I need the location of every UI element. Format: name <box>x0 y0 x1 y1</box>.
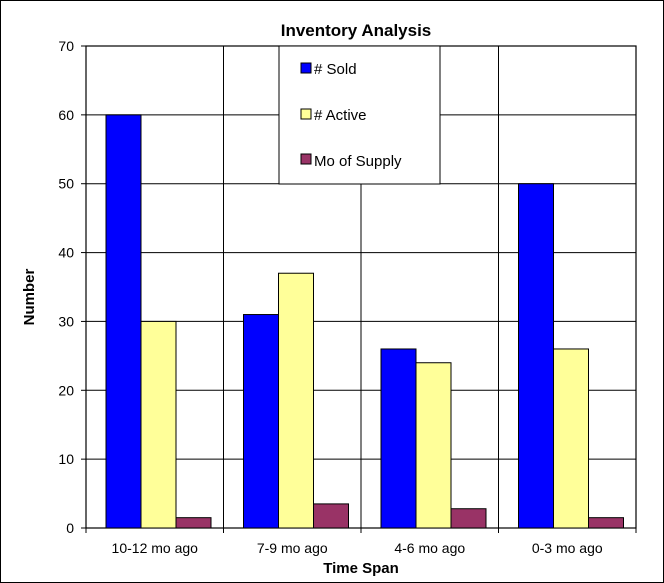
legend-swatch-supply <box>300 153 312 165</box>
x-tick-label: 7-9 mo ago <box>257 540 328 556</box>
bar-0-1 <box>243 314 279 529</box>
y-tick-label: 30 <box>58 313 74 329</box>
bar-0-0 <box>105 114 142 529</box>
x-tick-label: 10-12 mo ago <box>112 540 199 556</box>
bar-1-3 <box>553 348 589 529</box>
x-axis-title: Time Span <box>323 560 399 577</box>
y-tick-label: 50 <box>58 176 74 192</box>
bar-1-0 <box>140 320 177 529</box>
y-tick-label: 60 <box>58 107 74 123</box>
bar-1-2 <box>415 362 452 529</box>
bar-0-3 <box>518 183 554 529</box>
y-tick-label: 10 <box>58 451 74 467</box>
legend-label-supply: Mo of Supply <box>314 153 402 170</box>
x-tick-labels: 10-12 mo ago 7-9 mo ago 4-6 mo ago 0-3 mo a… <box>85 528 637 556</box>
x-tick-label: 4-6 mo ago <box>394 540 465 556</box>
legend-swatch-active <box>300 108 312 120</box>
bar-1-1 <box>278 272 314 529</box>
y-tick-label: 40 <box>58 245 74 261</box>
bar-2-1 <box>313 503 349 529</box>
bar-0-2 <box>380 348 417 529</box>
bar-2-3 <box>588 517 624 529</box>
y-tick-label: 20 <box>58 382 74 398</box>
y-tick-label: 0 <box>66 520 74 536</box>
legend-swatch-sold <box>300 62 312 74</box>
bar-2-0 <box>175 517 212 529</box>
y-tick-labels: 0 10 20 30 40 50 60 70 <box>58 38 86 536</box>
legend: # Sold # Active Mo of Supply <box>278 45 441 185</box>
y-axis-title: Number <box>21 269 38 326</box>
legend-label-sold: # Sold <box>314 61 357 78</box>
y-tick-label: 70 <box>58 38 74 54</box>
legend-label-active: # Active <box>314 107 367 124</box>
bar-2-2 <box>450 508 487 529</box>
chart-title: Inventory Analysis <box>281 21 432 40</box>
bars-group <box>105 114 624 529</box>
x-tick-label: 0-3 mo ago <box>532 540 603 556</box>
